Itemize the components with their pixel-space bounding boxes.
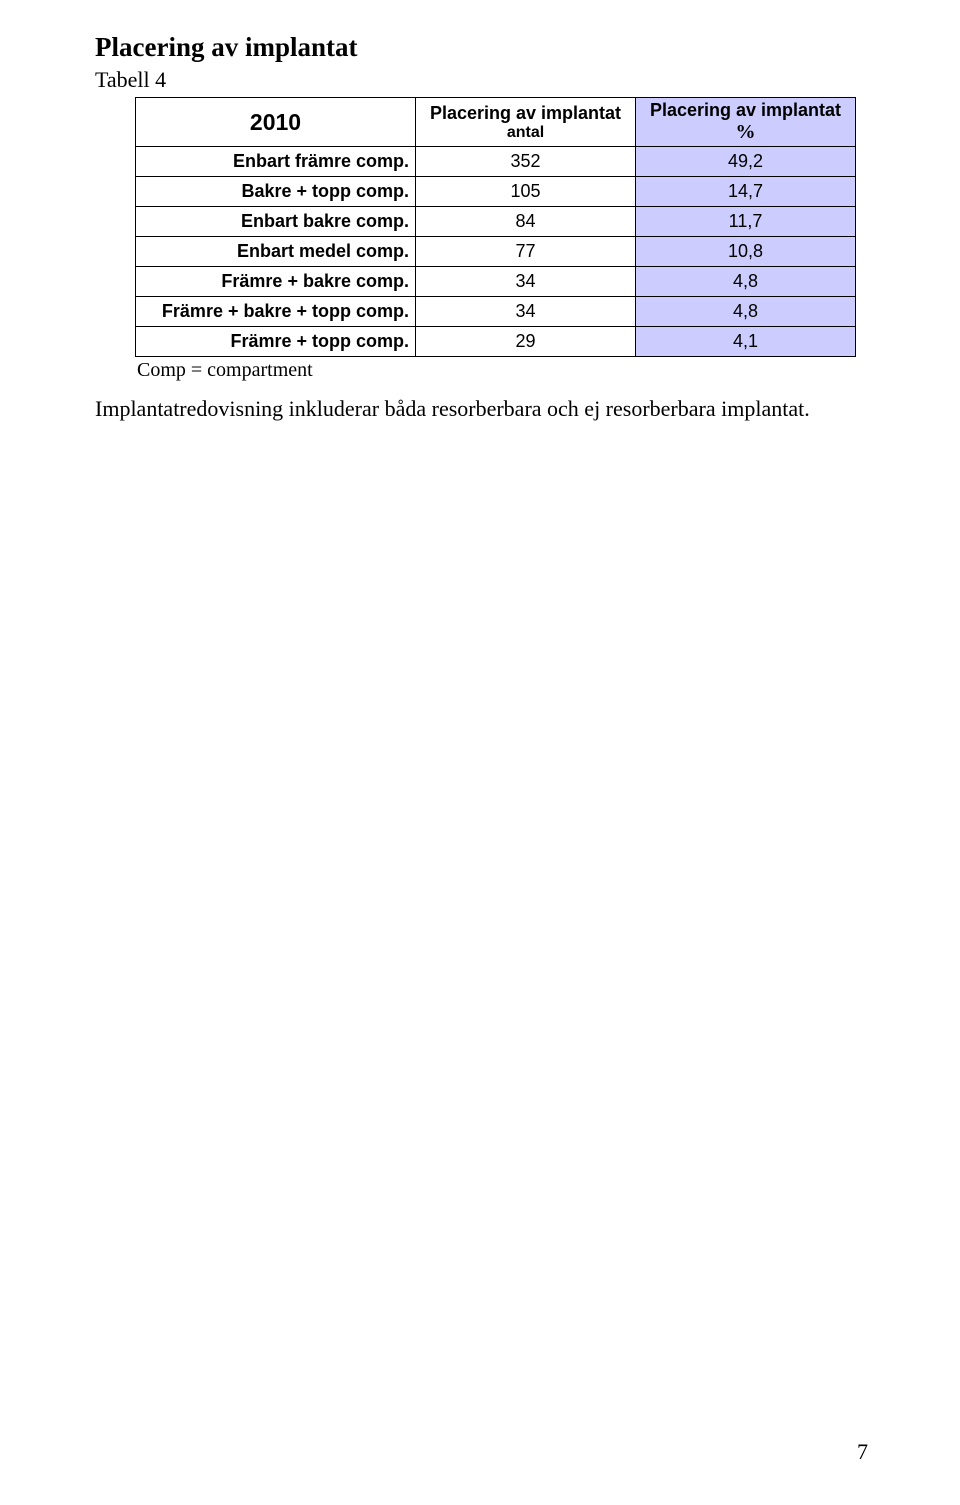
row-label: Främre + topp comp. [136, 327, 416, 357]
table-row: Främre + bakre + topp comp.344,8 [136, 297, 856, 327]
table-header-row: 2010 Placering av implantat antal Placer… [136, 98, 856, 147]
header-col-antal-line2: antal [416, 124, 635, 144]
row-antal: 84 [416, 207, 636, 237]
table-row: Enbart medel comp.7710,8 [136, 237, 856, 267]
row-antal: 29 [416, 327, 636, 357]
row-label: Främre + bakre comp. [136, 267, 416, 297]
table-row: Bakre + topp comp.10514,7 [136, 177, 856, 207]
row-label: Bakre + topp comp. [136, 177, 416, 207]
row-antal: 34 [416, 297, 636, 327]
comp-note: Comp = compartment [137, 359, 870, 382]
header-col-antal-line1: Placering av implantat [416, 101, 635, 124]
row-antal: 77 [416, 237, 636, 267]
page-number: 7 [857, 1439, 868, 1465]
header-col-antal: Placering av implantat antal [416, 98, 636, 147]
body-text: Implantatredovisning inkluderar båda res… [95, 396, 870, 422]
row-label: Enbart främre comp. [136, 147, 416, 177]
row-pct: 14,7 [636, 177, 856, 207]
row-pct: 4,8 [636, 267, 856, 297]
row-antal: 105 [416, 177, 636, 207]
header-col-pct-line1: Placering av implantat [636, 98, 855, 121]
implant-table: 2010 Placering av implantat antal Placer… [135, 97, 856, 357]
table-row: Enbart bakre comp.8411,7 [136, 207, 856, 237]
row-pct: 49,2 [636, 147, 856, 177]
table-row: Främre + bakre comp.344,8 [136, 267, 856, 297]
section-title: Placering av implantat [95, 32, 870, 63]
table-label: Tabell 4 [95, 67, 870, 93]
row-pct: 10,8 [636, 237, 856, 267]
row-pct: 4,1 [636, 327, 856, 357]
row-antal: 352 [416, 147, 636, 177]
row-label: Enbart medel comp. [136, 237, 416, 267]
header-year: 2010 [136, 98, 416, 147]
header-col-pct: Placering av implantat % [636, 98, 856, 147]
row-pct: 4,8 [636, 297, 856, 327]
table-row: Enbart främre comp.35249,2 [136, 147, 856, 177]
row-pct: 11,7 [636, 207, 856, 237]
row-label: Främre + bakre + topp comp. [136, 297, 416, 327]
row-antal: 34 [416, 267, 636, 297]
row-label: Enbart bakre comp. [136, 207, 416, 237]
header-col-pct-line2: % [636, 121, 855, 146]
table-row: Främre + topp comp.294,1 [136, 327, 856, 357]
